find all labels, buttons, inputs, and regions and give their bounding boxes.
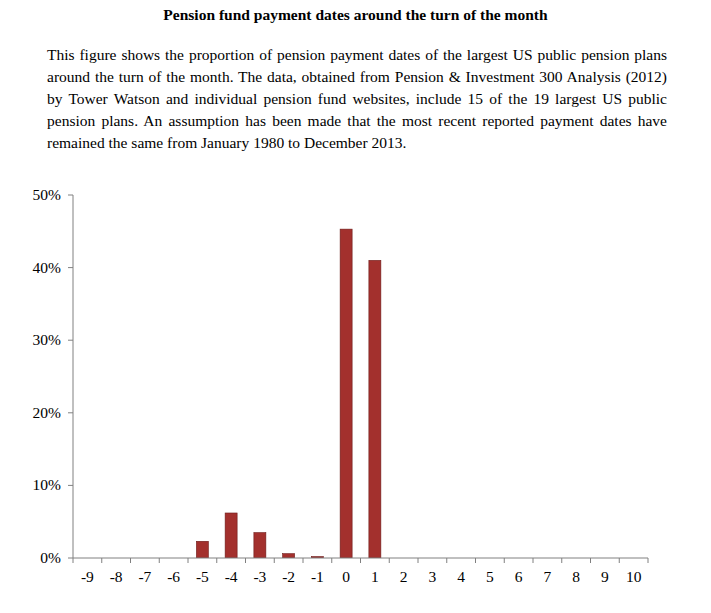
subtitle: This figure shows the proportion of pens…: [47, 44, 667, 154]
y-tick: [68, 412, 73, 413]
x-tick: [418, 558, 419, 563]
bar: [369, 260, 381, 558]
x-tick: [475, 558, 476, 563]
x-tick: [504, 558, 505, 563]
x-tick-label: -7: [138, 568, 151, 585]
x-tick-label: 2: [400, 568, 408, 585]
bar: [254, 533, 266, 558]
x-tick: [101, 558, 102, 563]
x-tick-label: 1: [371, 568, 379, 585]
bars: [196, 229, 381, 558]
x-tick: [590, 558, 591, 563]
x-tick: [389, 558, 390, 563]
y-tick-label: 40%: [33, 259, 62, 276]
x-tick-label: 7: [544, 568, 552, 585]
y-tick-label: 10%: [33, 476, 62, 493]
x-tick-label: 10: [626, 568, 642, 585]
x-tick-label: 9: [601, 568, 609, 585]
chart: 0% 10% 20% 30% 40% 50% -9 -8 -7 -6 -5 -4 -3 -2 -1 0 1 2 3 4…: [0, 0, 711, 613]
y-tick: [68, 485, 73, 486]
x-tick: [245, 558, 246, 563]
bar: [340, 229, 352, 558]
x-tick: [73, 558, 74, 563]
bar: [283, 554, 295, 558]
x-tick: [561, 558, 562, 563]
x-tick-label: -3: [253, 568, 266, 585]
title: Pension fund payment dates around the tu…: [0, 6, 711, 24]
x-tick: [159, 558, 160, 563]
x-tick-label: 3: [429, 568, 437, 585]
x-tick: [303, 558, 304, 563]
x-tick-label: -8: [110, 568, 123, 585]
x-tick-label: -9: [81, 568, 94, 585]
y-tick-label: 0%: [40, 549, 61, 566]
x-tick-label: 8: [572, 568, 580, 585]
x-tick: [331, 558, 332, 563]
x-tick-label: -1: [311, 568, 324, 585]
x-tick-label: 5: [486, 568, 494, 585]
y-tick-label: 30%: [33, 331, 62, 348]
y-tick: [68, 340, 73, 341]
x-tick-label: 0: [342, 568, 350, 585]
y-tick-label: 20%: [33, 404, 62, 421]
page: {"chart_data": {"type": "bar", "title": …: [0, 0, 711, 613]
y-tick: [68, 558, 73, 559]
x-tick: [533, 558, 534, 563]
y-tick: [68, 267, 73, 268]
x-tick-label: -6: [167, 568, 180, 585]
x-tick-label: -2: [282, 568, 295, 585]
x-tick: [360, 558, 361, 563]
x-tick: [648, 558, 649, 563]
bar: [225, 513, 237, 558]
x-tick: [619, 558, 620, 563]
x-tick: [216, 558, 217, 563]
x-tick-label: -5: [196, 568, 209, 585]
y-tick: [68, 195, 73, 196]
y-axis-line: [73, 195, 74, 558]
y-tick-label: 50%: [33, 186, 62, 203]
x-tick: [188, 558, 189, 563]
x-tick: [274, 558, 275, 563]
x-tick-label: 4: [457, 568, 465, 585]
x-tick-label: 6: [515, 568, 523, 585]
x-tick-label: -4: [225, 568, 238, 585]
x-tick: [130, 558, 131, 563]
bar: [196, 541, 208, 558]
x-tick: [446, 558, 447, 563]
